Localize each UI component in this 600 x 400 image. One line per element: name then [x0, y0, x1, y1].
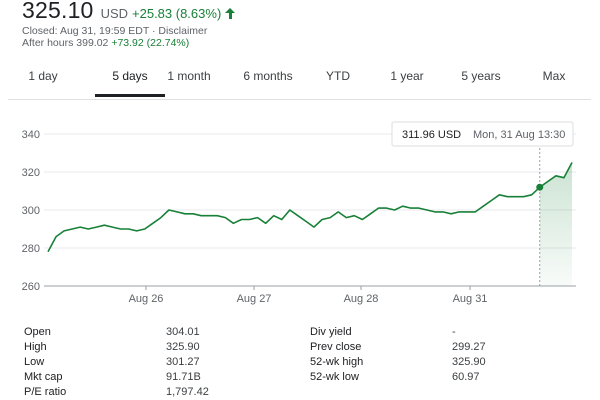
stat-value-pe-ratio: 1,797.42 — [166, 386, 209, 398]
stat-value-52wk-high: 325.90 — [452, 356, 486, 368]
tab-5-years[interactable]: 5 years — [461, 69, 501, 83]
time-range-tabs: 1 day 5 days 1 month 6 months YTD 1 year… — [8, 57, 591, 99]
y-tick-label: 260 — [22, 281, 40, 293]
stat-value-high: 325.90 — [166, 341, 200, 353]
tab-ytd[interactable]: YTD — [326, 69, 350, 83]
stat-value-open: 304.01 — [166, 326, 200, 338]
stat-label-mkt-cap: Mkt cap — [24, 371, 63, 383]
tab-1-month[interactable]: 1 month — [167, 69, 211, 83]
stat-label-high: High — [24, 341, 47, 353]
current-price: 325.10 — [22, 0, 94, 23]
arrow-up-icon — [225, 8, 236, 19]
tabs-divider — [8, 99, 591, 100]
y-tick-label: 320 — [22, 167, 40, 179]
hover-area-fill — [539, 162, 572, 286]
x-tick-label: Aug 31 — [453, 293, 488, 305]
tooltip-time: Mon, 31 Aug 13:30 — [473, 129, 565, 141]
stat-label-52wk-high: 52-wk high — [310, 356, 364, 368]
price-change: +25.83 (8.63%) — [132, 6, 222, 21]
currency-label: USD — [100, 6, 129, 21]
stat-label-prev-close: Prev close — [310, 341, 362, 353]
x-tick-label: Aug 28 — [344, 293, 379, 305]
stat-label-low: Low — [24, 356, 45, 368]
chart-tooltip — [391, 121, 574, 147]
market-closed-text: Closed: Aug 31, 19:59 EDT · Disclaimer — [22, 25, 208, 37]
after-hours-change: +73.92 (22.74%) — [111, 37, 190, 49]
price-chart[interactable]: Aug 26 Aug 27 Aug 28 Aug 31 260 280 300 320 340… — [0, 100, 600, 310]
after-hours-price: 399.02 — [76, 37, 109, 49]
y-tick-label: 300 — [22, 205, 40, 217]
stat-value-div-yield: - — [452, 326, 456, 338]
price-line — [47, 162, 573, 253]
stat-value-mkt-cap: 91.71B — [166, 371, 201, 383]
stat-value-prev-close: 299.27 — [452, 341, 486, 353]
stat-label-open: Open — [24, 326, 51, 338]
y-tick-label: 340 — [22, 129, 40, 141]
x-tick-label: Aug 27 — [237, 293, 272, 305]
stat-label-div-yield: Div yield — [310, 326, 352, 338]
tab-5-days[interactable]: 5 days — [95, 57, 165, 97]
hover-point — [536, 183, 544, 191]
tab-6-months[interactable]: 6 months — [243, 69, 293, 83]
stats-table: Open 304.01 High 325.90 Low 301.27 Mkt c… — [0, 318, 600, 400]
stat-value-52wk-low: 60.97 — [452, 371, 480, 383]
stat-value-low: 301.27 — [166, 356, 200, 368]
tab-1-day[interactable]: 1 day — [28, 69, 58, 83]
tab-max[interactable]: Max — [542, 69, 566, 83]
tab-1-year[interactable]: 1 year — [390, 69, 424, 83]
x-tick-label: Aug 26 — [129, 293, 164, 305]
after-hours-text: After hours 399.02 +73.92 (22.74%) — [22, 37, 189, 49]
tooltip-price: 311.96 USD — [402, 129, 461, 141]
stat-label-52wk-low: 52-wk low — [310, 371, 359, 383]
quote-header: 325.10 USD +25.83 (8.63%) Closed: Aug 31… — [22, 0, 582, 54]
price-row: 325.10 USD +25.83 (8.63%) — [22, 0, 236, 23]
y-tick-label: 280 — [22, 243, 40, 255]
after-hours-label: After hours — [22, 37, 74, 49]
stat-label-pe-ratio: P/E ratio — [24, 386, 67, 398]
